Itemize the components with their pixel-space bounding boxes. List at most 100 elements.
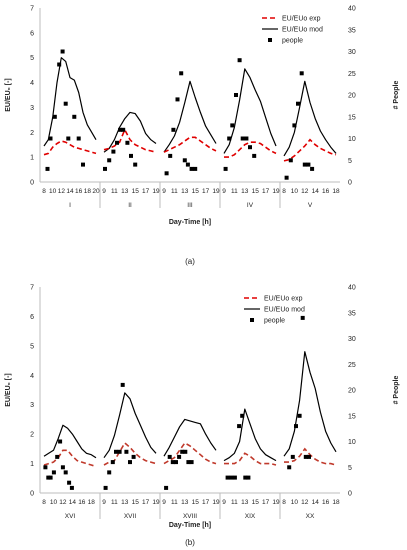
exp-series-line [43,449,97,468]
exp-series-line [283,138,337,162]
x-tick-label: 9 [162,499,166,506]
x-tick-label: 8 [282,188,286,195]
x-tick-label: 17 [142,188,150,195]
y2-tick-label: 25 [348,362,356,369]
people-point [114,449,118,454]
day-group-XVIII: 9 11 13 15 17 19 XVIII [159,418,220,520]
x-tick-label: 9 [222,188,226,195]
people-point [284,175,289,180]
people-point [129,153,133,158]
legend-mod-label-a: EU/EUo mod [282,27,323,34]
people-point [60,465,65,470]
group-label: I [69,202,71,209]
day-group-III: 9 11 13 15 17 19 III [159,71,220,209]
x-tick-label: 19 [152,499,160,506]
people-point [117,449,122,454]
people-point [125,140,130,145]
y2-tick-label: 10 [348,439,356,446]
x-tick-label: 19 [152,188,160,195]
y-tick-label: 2 [30,432,34,439]
exp-series-line [103,127,157,153]
x-tick-label: 9 [162,188,166,195]
people-point [51,470,56,475]
panel-label-b: (b) [185,538,195,547]
people-point [131,454,136,459]
y-tick-label: 1 [30,461,34,468]
people-point [244,136,249,141]
y-tick-label: 6 [30,314,34,321]
mod-series-line [283,351,337,457]
legend-mod-label-b: EU/EUo mod [264,307,305,314]
people-point [167,454,172,459]
people-point [48,136,53,141]
mod-series-line [223,68,277,154]
day-group-IV: 9 11 13 15 17 19 IV [219,58,280,209]
group-label: XVIII [183,513,197,520]
legend-people-label-b: people [264,318,285,325]
x-tick-label: 14 [66,188,74,195]
day-group-V: 8 10 12 14 16 18 V [279,71,340,209]
y-axis-label-b: EU/EU₀ [-] [5,373,12,407]
people-point [306,162,311,167]
people-point [240,413,245,418]
people-point [110,460,115,465]
y2-tick-label: 25 [348,71,356,78]
x-tick-label: 13 [121,188,129,195]
group-label: III [187,202,193,209]
people-point [179,71,184,76]
y-tick-label: 3 [30,402,34,409]
x-tick-label: 19 [272,499,280,506]
people-point [290,454,295,459]
group-label: IV [247,202,254,209]
x-tick-label: 10 [291,188,299,195]
people-point [120,382,125,387]
x-tick-label: 20 [92,188,100,195]
y2-tick-label: 40 [348,6,356,13]
people-point [182,158,187,163]
x-tick-label: 11 [231,188,238,195]
x-axis-label-a: Day-Time [h] [169,219,211,226]
people-point [232,475,237,480]
x-tick-label: 19 [212,188,220,195]
legend-people-label-a: people [282,38,303,45]
y-tick-label: 0 [30,491,34,498]
x-tick-label: 12 [301,499,309,506]
people-point [111,149,116,154]
legend-b: EU/EUo exp EU/EUo mod people [244,296,305,325]
x-tick-label: 12 [301,188,309,195]
people-point [168,153,173,158]
group-label: XVI [65,513,76,520]
x-tick-label: 14 [69,499,77,506]
people-point [303,454,308,459]
y2-tick-label: 5 [348,465,352,472]
mod-series-line [163,418,217,457]
x-tick-label: 19 [212,499,220,506]
day-group-XVI: 8 10 12 14 16 18 XVI [42,424,97,520]
people-point [121,127,126,132]
people-point [69,485,74,490]
people-point [46,475,51,480]
x-tick-label: 13 [121,499,129,506]
x-tick-label: 15 [192,499,200,506]
y-tick-label: 1 [30,155,34,162]
x-tick-label: 18 [84,188,92,195]
x-axis-label-b: Day-Time [h] [169,522,211,529]
x-tick-label: 17 [262,188,270,195]
people-point [164,171,169,176]
x-tick-label: 15 [132,499,140,506]
x-tick-label: 14 [312,499,320,506]
y2-tick-label: 0 [348,491,352,498]
x-tick-label: 15 [192,188,200,195]
x-tick-label: 9 [102,499,106,506]
x-tick-label: 11 [111,499,118,506]
people-point [287,465,292,470]
people-point [52,114,57,119]
x-tick-label: 14 [312,188,320,195]
x-tick-label: 10 [50,499,58,506]
mod-series-line [103,392,157,459]
